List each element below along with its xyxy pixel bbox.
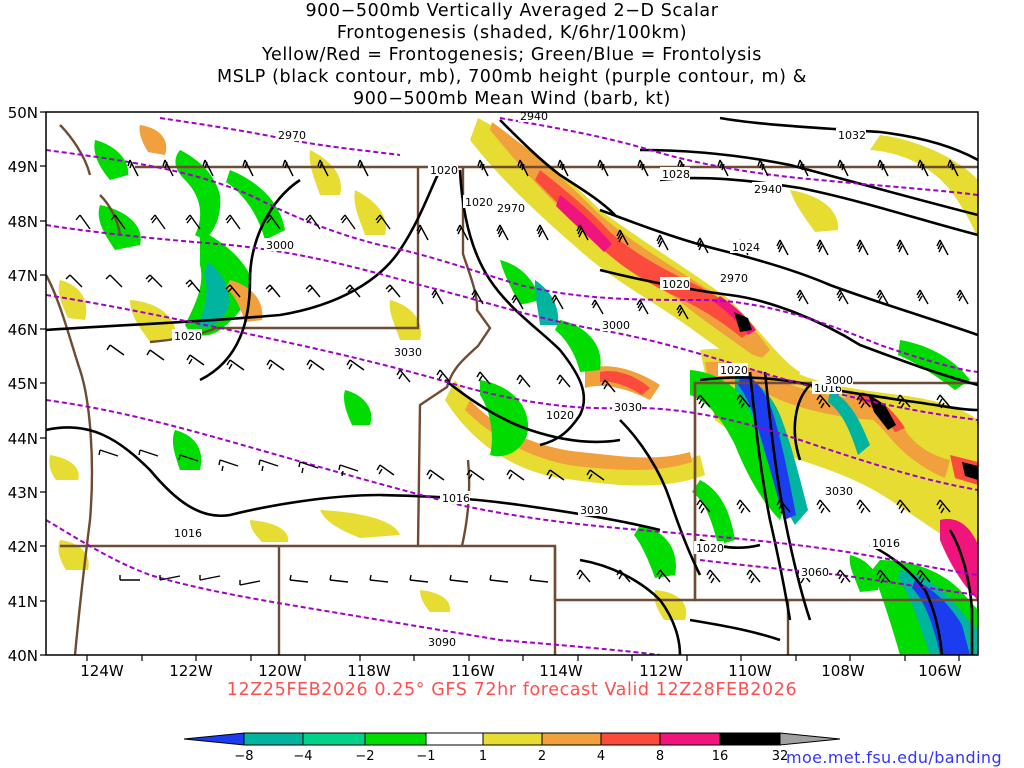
lat-label: 43N <box>8 484 38 502</box>
title-line-4: MSLP (black contour, mb), 700mb height (… <box>217 67 807 87</box>
forecast-valid-label: 12Z25FEB2026 0.25° GFS 72hr forecast Val… <box>226 680 798 700</box>
height-label: 2970 <box>278 129 306 142</box>
height-contours <box>46 117 978 655</box>
lat-label: 41N <box>8 593 38 611</box>
height-label: 2940 <box>754 183 782 196</box>
colorbar-segment <box>364 732 427 746</box>
mslp-label: 1028 <box>662 168 690 181</box>
height-label: 3030 <box>394 346 422 359</box>
colorbar-label: 4 <box>597 749 605 764</box>
lon-label: 114W <box>539 662 583 680</box>
lat-labels: 50N 49N 48N 47N 46N 45N 44N 43N 42N 41N … <box>8 104 38 665</box>
colorbar-label: −8 <box>234 749 253 764</box>
mslp-label: 1020 <box>465 196 493 209</box>
height-label: 3060 <box>801 566 829 579</box>
colorbar-label: 32 <box>772 749 789 764</box>
colorbar-label: −2 <box>355 749 374 764</box>
lon-labels: 124W 122W 120W 118W 116W 114W 112W 110W … <box>80 662 962 680</box>
map-plot-area: 1032 1028 1024 1020 1020 1020 1020 1020 … <box>46 110 978 655</box>
colorbar-label: 1 <box>479 749 487 764</box>
height-label: 3030 <box>614 401 642 414</box>
mslp-label: 1020 <box>720 364 748 377</box>
colorbar-segment <box>719 732 781 746</box>
lon-label: 108W <box>821 662 865 680</box>
height-label: 3000 <box>825 374 853 387</box>
lat-label: 45N <box>8 375 38 393</box>
title-line-2: Frontogenesis (shaded, K/6hr/100km) <box>336 23 688 43</box>
colorbar-label: −1 <box>416 749 435 764</box>
frontogenesis-shading <box>49 118 978 655</box>
lon-label: 112W <box>639 662 683 680</box>
mslp-label: 1016 <box>442 492 470 505</box>
wind-barbs <box>65 159 969 586</box>
mslp-label: 1020 <box>174 330 202 343</box>
lon-label: 120W <box>258 662 302 680</box>
colorbar: −8 −4 −2 −1 1 2 4 8 16 32 <box>183 732 841 764</box>
colorbar-label: −4 <box>293 749 312 764</box>
axis-ticks <box>40 111 960 661</box>
lon-label: 118W <box>347 662 391 680</box>
lon-label: 106W <box>918 662 962 680</box>
height-label: 3030 <box>825 485 853 498</box>
map-title: 900−500mb Vertically Averaged 2−D Scalar… <box>0 0 1024 110</box>
lat-label: 46N <box>8 321 38 339</box>
colorbar-segment <box>659 732 721 746</box>
height-label: 3000 <box>602 319 630 332</box>
height-label: 3000 <box>266 239 294 252</box>
lon-label: 110W <box>728 662 772 680</box>
colorbar-segment <box>541 732 602 746</box>
credit-link[interactable]: moe.met.fsu.edu/banding <box>786 748 1003 767</box>
lon-label: 122W <box>169 662 213 680</box>
colorbar-segment <box>302 732 366 746</box>
lat-label: 50N <box>8 104 38 122</box>
colorbar-label: 16 <box>712 749 729 764</box>
lat-label: 49N <box>8 158 38 176</box>
lat-label: 42N <box>8 538 38 556</box>
lat-label: 40N <box>8 647 38 665</box>
lon-label: 116W <box>451 662 495 680</box>
height-label: 2970 <box>720 272 748 285</box>
mslp-label: 1020 <box>430 164 458 177</box>
lat-label: 44N <box>8 430 38 448</box>
colorbar-label: 2 <box>538 749 546 764</box>
mslp-label: 1024 <box>732 241 760 254</box>
colorbar-segment <box>425 732 484 746</box>
colorbar-segment <box>243 732 304 746</box>
colorbar-segment <box>482 732 543 746</box>
title-line-3: Yellow/Red = Frontogenesis; Green/Blue =… <box>262 45 762 65</box>
mslp-label: 1016 <box>872 537 900 550</box>
mslp-label: 1020 <box>546 409 574 422</box>
colorbar-segment <box>600 732 661 746</box>
height-label: 2940 <box>520 110 548 123</box>
lon-label: 124W <box>80 662 124 680</box>
colorbar-segment <box>183 732 245 746</box>
colorbar-label: 8 <box>656 749 664 764</box>
height-label-group: 2940 2940 2970 2970 2970 3000 3000 3000 … <box>264 110 853 649</box>
mslp-label-group: 1032 1028 1024 1020 1020 1020 1020 1020 … <box>172 128 900 555</box>
height-label: 3030 <box>580 504 608 517</box>
mslp-label: 1020 <box>662 278 690 291</box>
colorbar-segment <box>779 732 841 746</box>
title-line-5: 900−500mb Mean Wind (barb, kt) <box>353 89 671 109</box>
mslp-label: 1016 <box>174 527 202 540</box>
lat-label: 47N <box>8 267 38 285</box>
height-label: 3090 <box>428 636 456 649</box>
height-label: 2970 <box>497 202 525 215</box>
title-line-1: 900−500mb Vertically Averaged 2−D Scalar <box>305 1 719 21</box>
lat-label: 48N <box>8 213 38 231</box>
mslp-label: 1032 <box>838 129 866 142</box>
mslp-label: 1020 <box>696 542 724 555</box>
